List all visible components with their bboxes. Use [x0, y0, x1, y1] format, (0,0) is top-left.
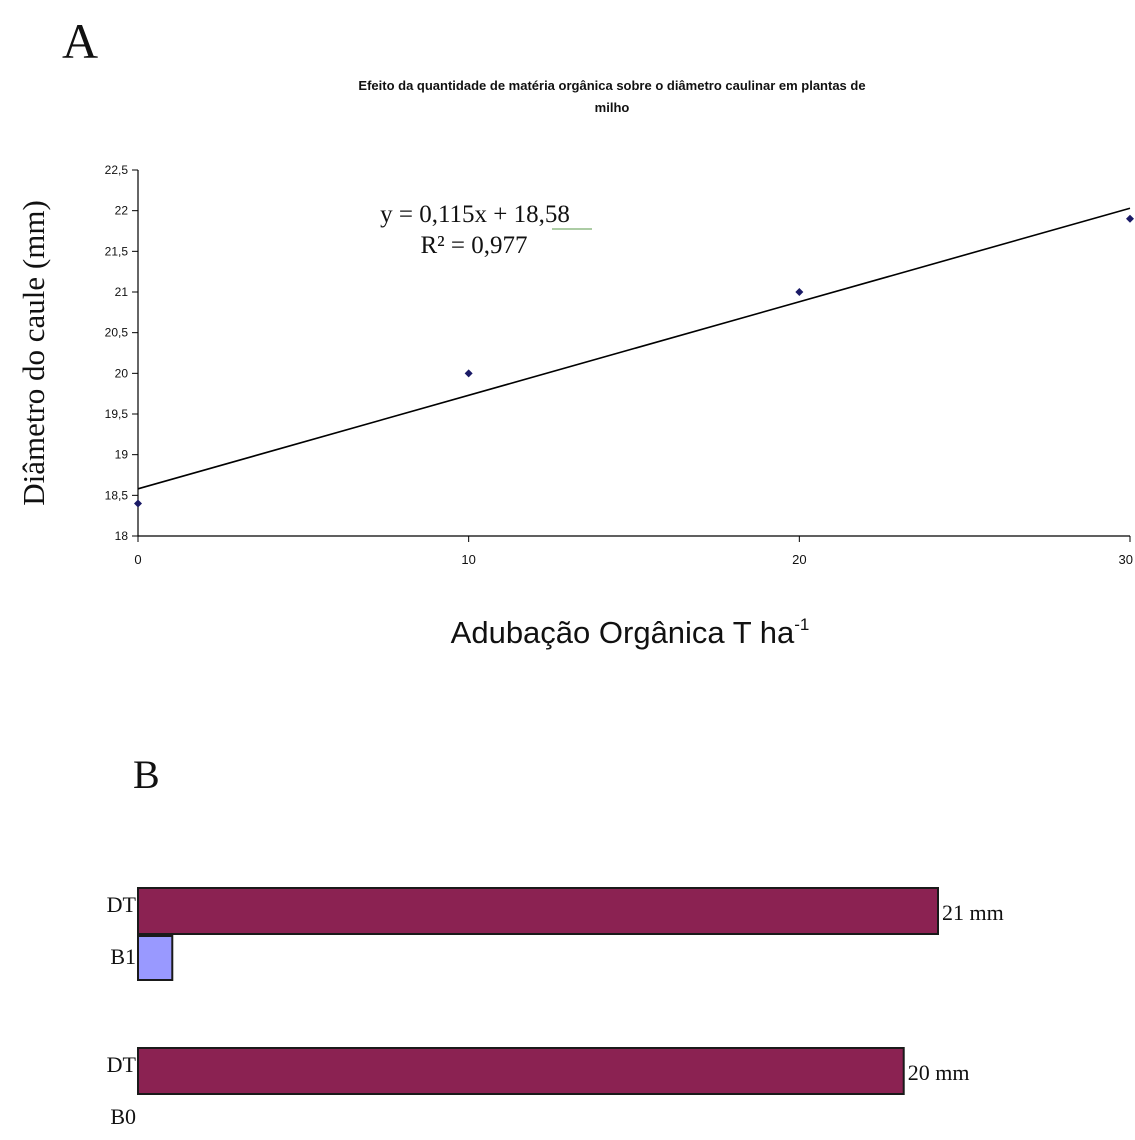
- x-tick-label: 20: [792, 552, 806, 567]
- bar-category-label: B0: [110, 1104, 136, 1129]
- y-tick-label: 21,5: [105, 244, 129, 258]
- y-tick-label: 19,5: [105, 407, 129, 421]
- bar-value-label: 20 mm: [908, 1060, 970, 1085]
- y-tick-label: 18,5: [105, 488, 129, 502]
- data-point: [464, 369, 473, 378]
- y-tick-label: 20: [115, 366, 129, 380]
- x-tick-label: 0: [134, 552, 141, 567]
- y-tick-label: 22,5: [105, 163, 129, 177]
- y-tick-label: 18: [115, 529, 129, 543]
- bar: [137, 1047, 905, 1095]
- chart-a-plot: 18 18,5 19 19,5 20 20,5 21 21,5 22 22,5 0 10 20 30: [105, 163, 1134, 567]
- y-tick-label: 20,5: [105, 326, 129, 340]
- y-tick-label: 19: [115, 448, 129, 462]
- r-squared-label: R² = 0,977: [420, 232, 527, 259]
- x-axis-label-superscript: -1: [794, 615, 809, 634]
- x-axis-label-text: Adubação Orgânica T ha: [451, 615, 795, 650]
- chart-a-title-line-2: milho: [595, 100, 630, 115]
- bar-category-label: DT: [107, 1052, 137, 1077]
- chart-a-x-axis-label: Adubação Orgânica T ha-1: [451, 615, 810, 650]
- bar-category-label: DT: [107, 892, 137, 917]
- y-tick-label: 21: [115, 285, 129, 299]
- chart-a-y-axis-label: Diâmetro do caule (mm): [16, 200, 51, 506]
- bar-category-label: B1: [110, 944, 136, 969]
- bar: [137, 887, 939, 935]
- data-point: [134, 499, 142, 508]
- panel-b-letter: B: [133, 752, 160, 797]
- data-point: [795, 288, 804, 296]
- x-tick-label: 30: [1119, 552, 1133, 567]
- panel-a-letter: A: [62, 13, 98, 69]
- y-tick-label: 22: [115, 204, 129, 218]
- data-point: [1126, 214, 1134, 223]
- chart-b-plot: DT 21 mm B1 DT 20 mm B0: [107, 887, 1004, 1129]
- regression-equation: y = 0,115x + 18,58: [380, 201, 570, 228]
- x-tick-label: 10: [461, 552, 475, 567]
- chart-a-title-line-1: Efeito da quantidade de matéria orgânica…: [358, 78, 865, 93]
- bar: [137, 935, 174, 981]
- bar-value-label: 21 mm: [942, 900, 1004, 925]
- trend-line: [137, 207, 1131, 490]
